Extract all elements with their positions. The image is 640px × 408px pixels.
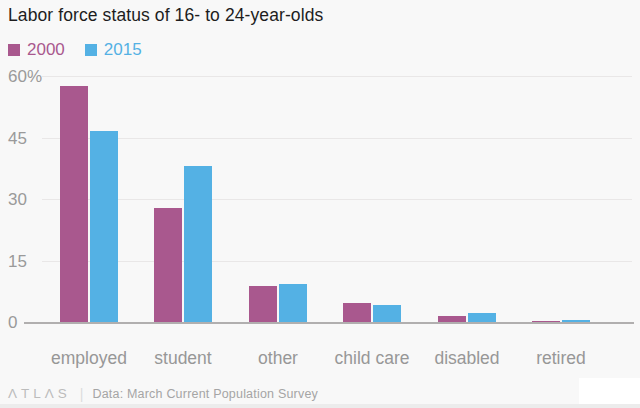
legend-label-2000: 2000	[27, 40, 65, 60]
bar-2000-student	[154, 208, 182, 322]
bar-2015-disabled	[468, 313, 496, 322]
bar-2015-employed	[90, 131, 118, 322]
white-patch-overlay	[579, 378, 640, 404]
y-tick-label-45: 45	[8, 130, 27, 148]
legend-item-2015: 2015	[85, 40, 142, 60]
y-tick-label-60%: 60%	[8, 68, 42, 86]
category-label-student: student	[154, 348, 211, 369]
y-tick-label-0: 0	[8, 314, 17, 332]
bar-2015-student	[184, 166, 212, 322]
legend-swatch-2000-icon	[8, 44, 20, 56]
legend-label-2015: 2015	[104, 40, 142, 60]
bar-2015-other	[279, 284, 307, 322]
legend-item-2000: 2000	[8, 40, 65, 60]
category-label-other: other	[258, 348, 298, 369]
bar-2015-child-care	[373, 305, 401, 322]
category-label-retired: retired	[536, 348, 586, 369]
gridline-15	[42, 261, 632, 262]
y-tick-label-30: 30	[8, 191, 27, 209]
bar-2000-employed	[60, 86, 88, 322]
x-axis-category-labels: employed student other child care disabled re…	[0, 348, 640, 370]
gridline-45	[42, 138, 632, 139]
chart-title: Labor force status of 16- to 24-year-old…	[8, 5, 323, 26]
gridline-60	[42, 76, 632, 77]
bar-2000-other	[249, 286, 277, 322]
x-axis-baseline	[24, 322, 634, 324]
chart-legend: 2000 2015	[8, 40, 142, 60]
legend-swatch-2015-icon	[85, 44, 97, 56]
atlas-logo: ΛTLΛS	[8, 387, 71, 401]
footer: ΛTLΛS | Data: March Current Population S…	[8, 386, 318, 402]
footer-divider: |	[80, 387, 84, 401]
bottom-edge-strip	[0, 404, 640, 408]
chart-card: Labor force status of 16- to 24-year-old…	[0, 0, 640, 408]
gridline-30	[42, 199, 632, 200]
bar-2000-disabled	[438, 316, 466, 322]
y-tick-label-15: 15	[8, 253, 27, 271]
category-label-disabled: disabled	[434, 348, 499, 369]
bar-2000-child-care	[343, 303, 371, 322]
bar-2000-retired	[532, 321, 560, 322]
category-label-employed: employed	[51, 348, 127, 369]
data-source-label: Data: March Current Population Survey	[92, 387, 318, 401]
category-label-child-care: child care	[335, 348, 410, 369]
bar-2015-retired	[562, 320, 590, 322]
bar-chart-plot-area: 015304560%	[0, 77, 640, 323]
